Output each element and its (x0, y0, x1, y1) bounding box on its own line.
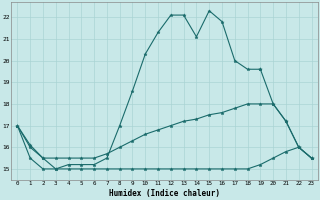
X-axis label: Humidex (Indice chaleur): Humidex (Indice chaleur) (109, 189, 220, 198)
